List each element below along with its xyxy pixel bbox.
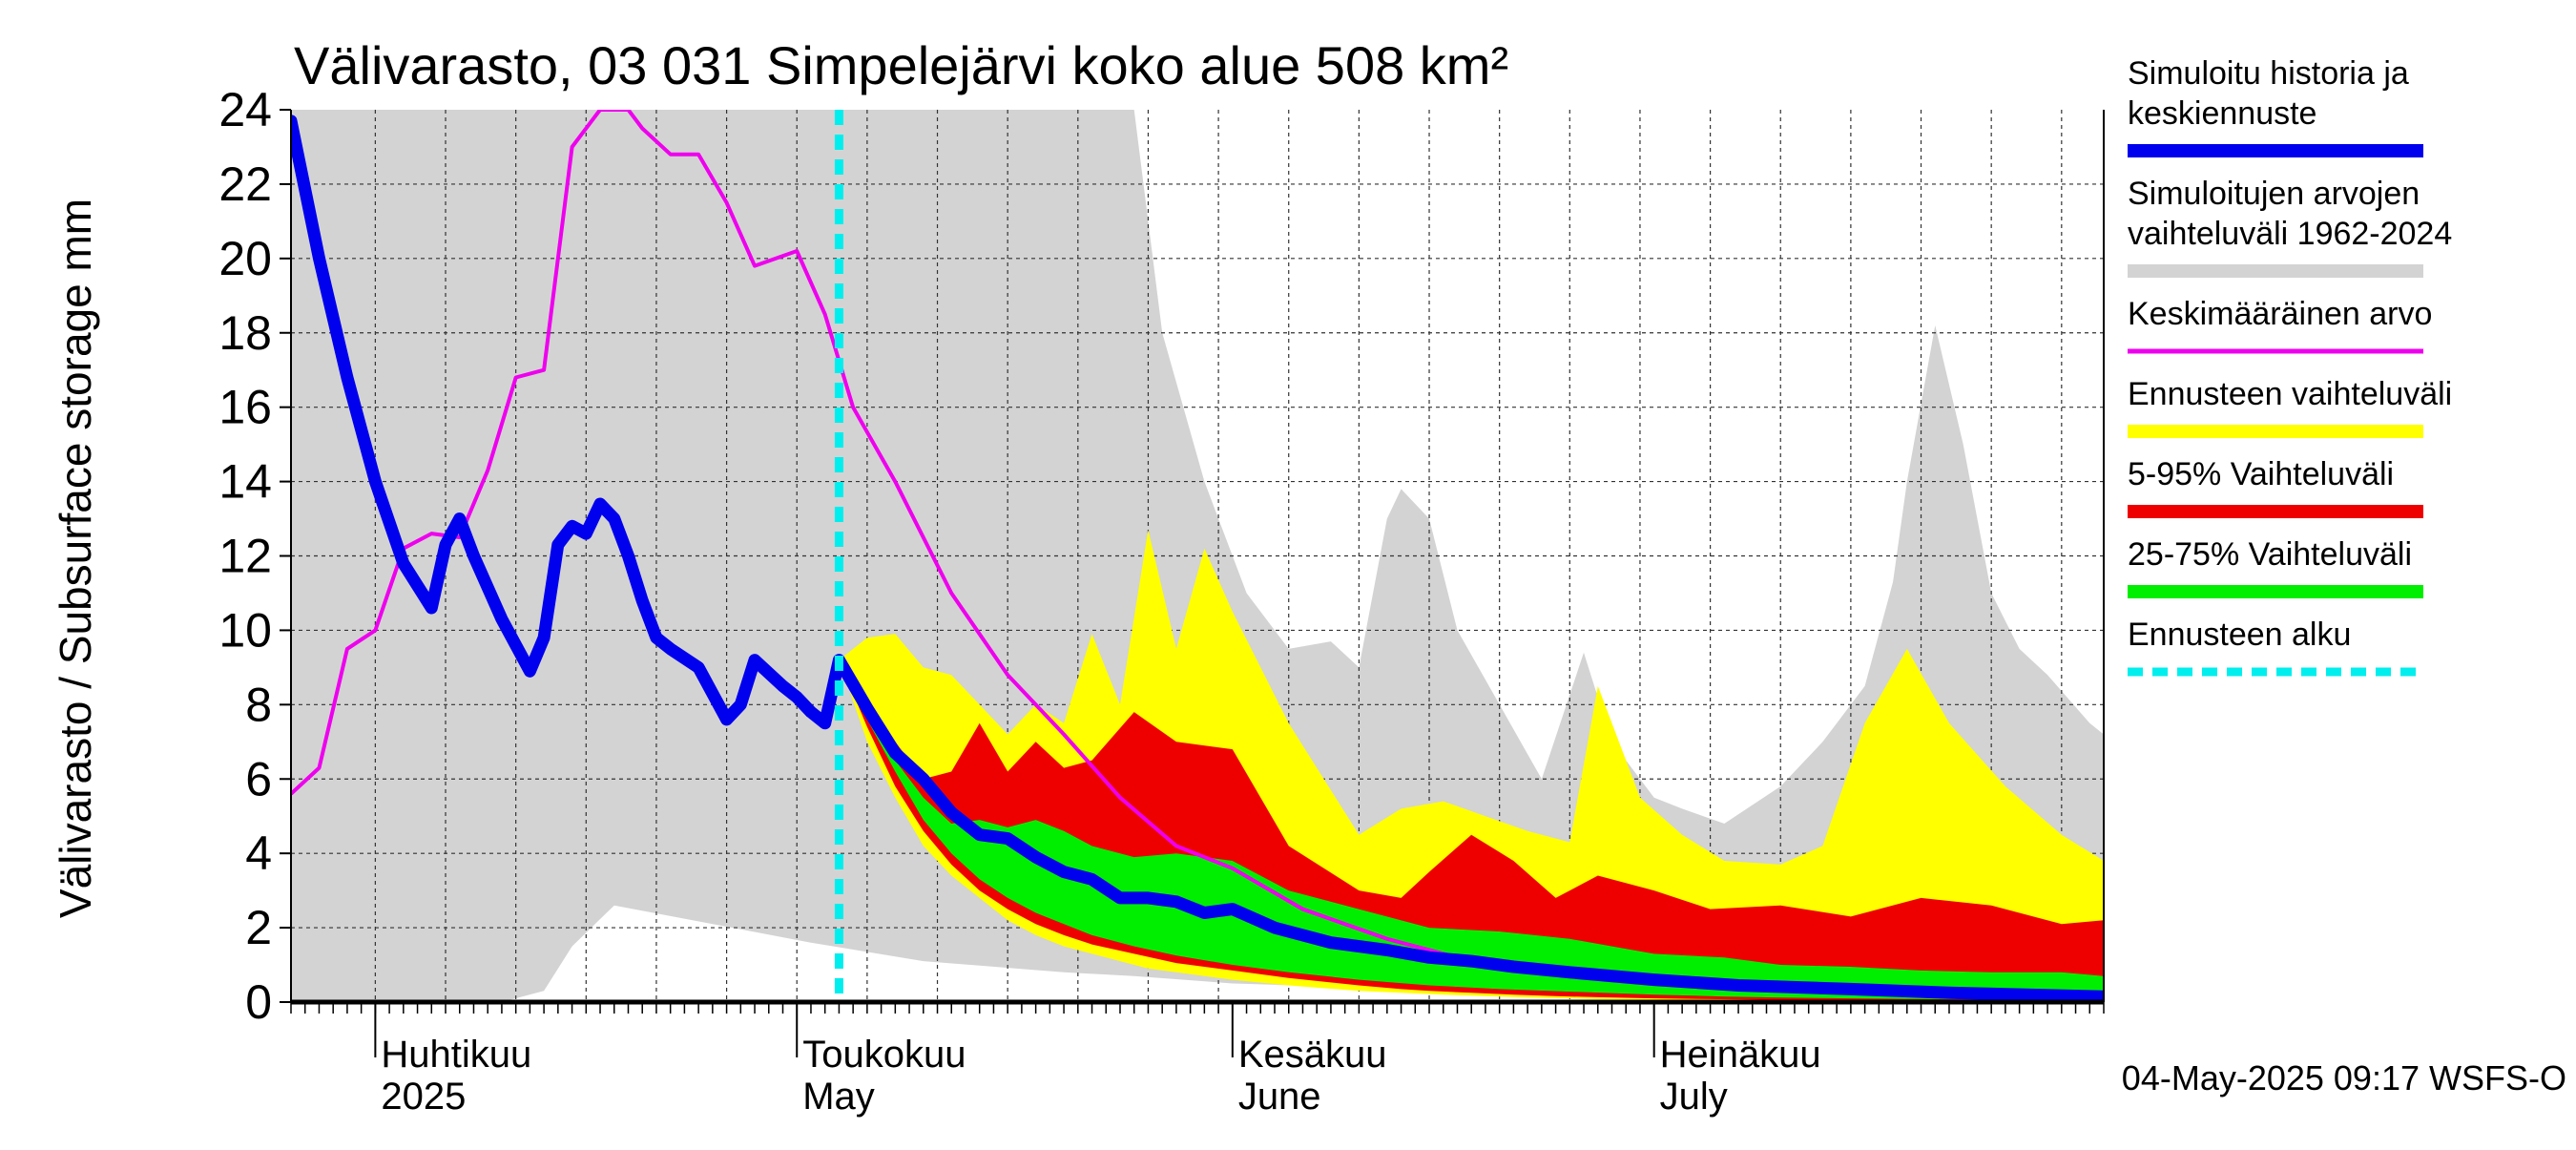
month-label-fi: Huhtikuu: [381, 1034, 531, 1076]
legend-label: 5-95% Vaihteluväli: [2128, 456, 2394, 492]
y-tick-label: 2: [245, 901, 272, 954]
legend-label: Simuloitujen arvojen: [2128, 176, 2420, 212]
y-tick-label: 22: [218, 157, 272, 211]
legend-label: Ennusteen vaihteluväli: [2128, 376, 2452, 412]
y-tick-label: 12: [218, 530, 272, 583]
y-tick-label: 8: [245, 678, 272, 731]
y-tick-label: 14: [218, 455, 272, 509]
y-tick-label: 20: [218, 232, 272, 285]
month-label-en: July: [1660, 1076, 1728, 1118]
y-tick-label: 16: [218, 381, 272, 434]
y-tick-label: 4: [245, 826, 272, 880]
y-tick-label: 0: [245, 975, 272, 1029]
plot-area: [291, 110, 2105, 1005]
month-label-en: June: [1238, 1076, 1321, 1118]
legend-label: 25-75% Vaihteluväli: [2128, 536, 2412, 573]
legend-label: Simuloitu historia ja: [2128, 55, 2409, 92]
month-label-fi: Heinäkuu: [1660, 1034, 1821, 1076]
p25-75-band: [839, 659, 2104, 1001]
y-tick-label: 24: [218, 83, 272, 136]
legend-label: Keskimääräinen arvo: [2128, 296, 2432, 332]
chart-title: Välivarasto, 03 031 Simpelejärvi koko al…: [294, 35, 1508, 95]
legend-label: keskiennuste: [2128, 95, 2316, 132]
month-label-en: May: [802, 1076, 875, 1118]
legend-label: Ennusteen alku: [2128, 617, 2351, 653]
y-axis-label: Välivarasto / Subsurface storage mm: [51, 199, 100, 918]
month-label-en: 2025: [381, 1076, 466, 1118]
y-tick-label: 10: [218, 603, 272, 657]
y-tick-label: 6: [245, 752, 272, 805]
footer-timestamp: 04-May-2025 09:17 WSFS-O: [2122, 1058, 2566, 1098]
plot-clipped: [291, 110, 2104, 1002]
month-label-fi: Kesäkuu: [1238, 1034, 1387, 1076]
simulated-line: [291, 115, 2104, 1002]
legend-label: vaihteluväli 1962-2024: [2128, 216, 2452, 252]
y-tick-label: 18: [218, 306, 272, 360]
month-label-fi: Toukokuu: [802, 1034, 966, 1076]
